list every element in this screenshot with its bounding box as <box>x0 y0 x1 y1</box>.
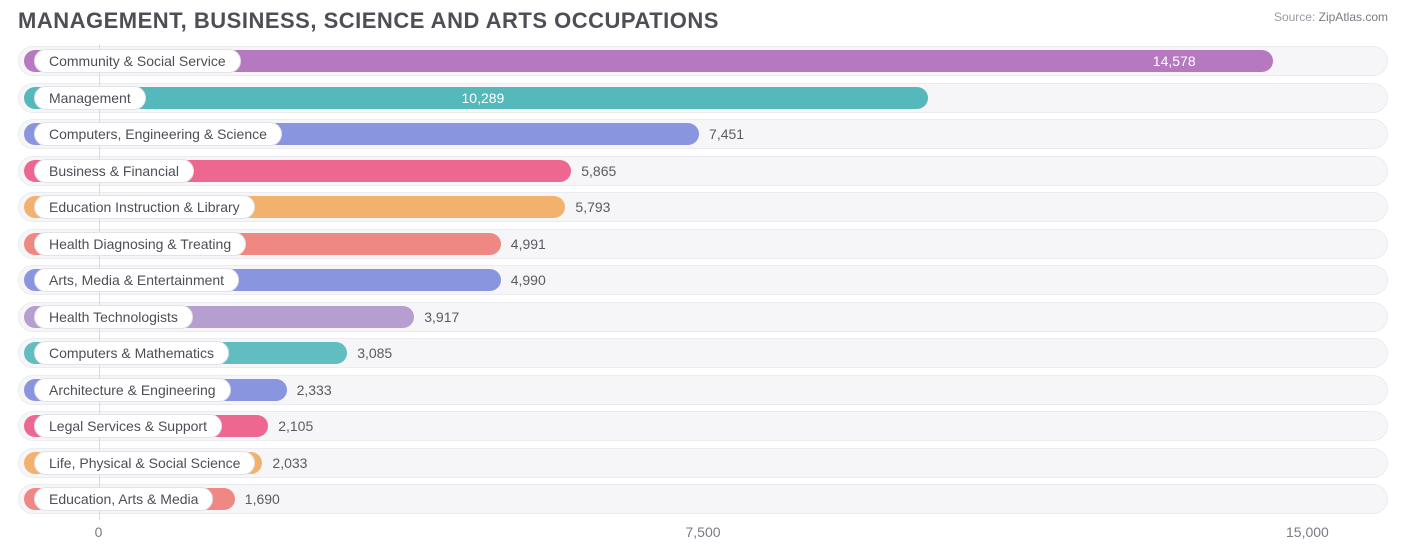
chart-title: MANAGEMENT, BUSINESS, SCIENCE AND ARTS O… <box>18 8 719 34</box>
x-axis-tick-label: 7,500 <box>685 524 720 540</box>
bar-row: Computers & Mathematics 3,085 <box>18 336 1388 370</box>
bar-category-label: Health Technologists <box>34 305 193 329</box>
x-axis-tick-label: 0 <box>95 524 103 540</box>
x-axis-tick-label: 15,000 <box>1286 524 1329 540</box>
source-label: Source: <box>1274 10 1315 24</box>
bar-category-label: Arts, Media & Entertainment <box>34 268 239 292</box>
bar-category-label: Management <box>34 86 146 110</box>
bar-row: Computers, Engineering & Science 7,451 <box>18 117 1388 151</box>
bar-category-label: Legal Services & Support <box>34 414 222 438</box>
bar-value-label: 7,451 <box>709 126 744 142</box>
bar-row: Health Diagnosing & Treating 4,991 <box>18 227 1388 261</box>
bar-value-label: 5,865 <box>581 163 616 179</box>
bar-value-label: 4,991 <box>511 236 546 252</box>
x-axis: 0 7,500 15,000 <box>18 524 1388 544</box>
bar-row: Architecture & Engineering 2,333 <box>18 373 1388 407</box>
bar-category-label: Community & Social Service <box>34 49 241 73</box>
bar-value-label: 3,917 <box>424 309 459 325</box>
bar-category-label: Computers & Mathematics <box>34 341 229 365</box>
bar-value-label: 14,578 <box>1153 53 1266 69</box>
bar-value-label: 2,105 <box>278 418 313 434</box>
bar-category-label: Education Instruction & Library <box>34 195 255 219</box>
bar-row: Education, Arts & Media 1,690 <box>18 482 1388 516</box>
bar-category-label: Education, Arts & Media <box>34 487 213 511</box>
bar-row: Management 10,289 <box>18 81 1388 115</box>
bar-value-label: 10,289 <box>462 90 920 106</box>
bar-row: Community & Social Service 14,578 <box>18 44 1388 78</box>
bar-category-label: Life, Physical & Social Science <box>34 451 255 475</box>
bar-row: Life, Physical & Social Science 2,033 <box>18 446 1388 480</box>
bar-category-label: Health Diagnosing & Treating <box>34 232 246 256</box>
bar-row: Arts, Media & Entertainment 4,990 <box>18 263 1388 297</box>
bar-value-label: 3,085 <box>357 345 392 361</box>
source-attribution: Source: ZipAtlas.com <box>1274 10 1388 24</box>
bar-row: Education Instruction & Library 5,793 <box>18 190 1388 224</box>
bar-category-label: Computers, Engineering & Science <box>34 122 282 146</box>
bar-value-label: 4,990 <box>511 272 546 288</box>
bar-value-label: 5,793 <box>575 199 610 215</box>
bar-value-label: 2,033 <box>272 455 307 471</box>
bar-category-label: Business & Financial <box>34 159 194 183</box>
bar-value-label: 1,690 <box>245 491 280 507</box>
bar-value-label: 2,333 <box>297 382 332 398</box>
bar-row: Business & Financial 5,865 <box>18 154 1388 188</box>
bar-row: Legal Services & Support 2,105 <box>18 409 1388 443</box>
bar-category-label: Architecture & Engineering <box>34 378 231 402</box>
chart-area: Community & Social Service 14,578 Manageme… <box>18 44 1388 520</box>
bar-row: Health Technologists 3,917 <box>18 300 1388 334</box>
source-site: ZipAtlas.com <box>1319 10 1388 24</box>
